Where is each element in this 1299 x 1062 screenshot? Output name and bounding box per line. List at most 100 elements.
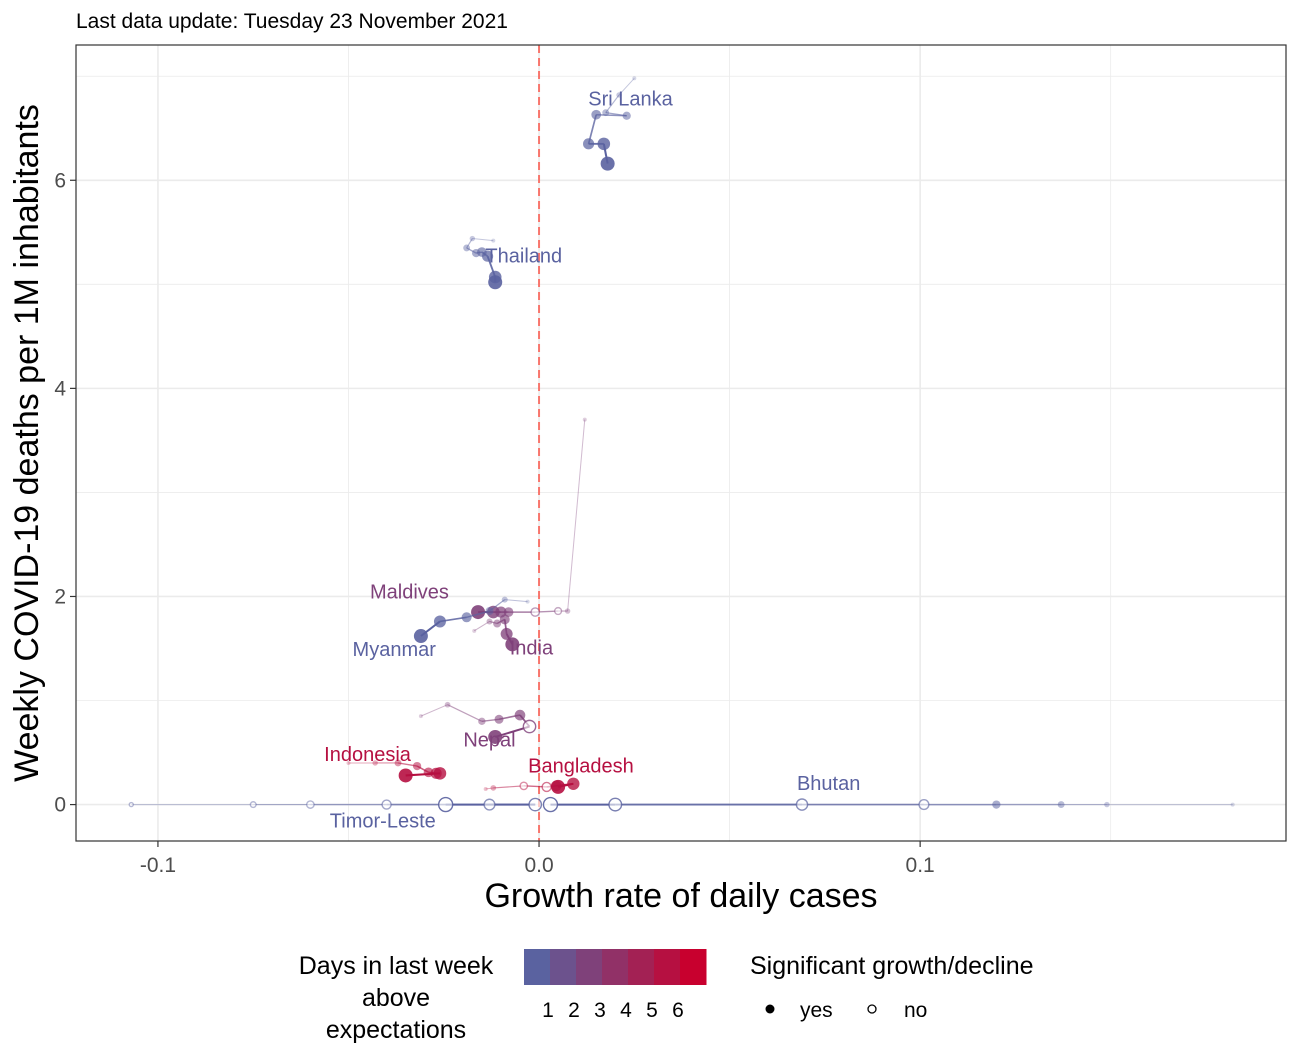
legend-color-swatch [550,949,577,985]
data-point-hollow [795,798,809,811]
data-point [398,768,413,783]
data-point-hollow [541,781,552,793]
series-label: Maldives [370,582,449,604]
data-point [1230,802,1235,807]
legend-days-above-expectations: Days in last week above expectations 1 2 3 4 5 6 [299,949,707,1044]
data-point [499,614,510,625]
legend-significance: Significant growth/decline yes no [750,952,1034,1022]
series-label: Thailand [485,245,562,267]
series-bangladesh [483,777,580,794]
y-axis: 0 2 4 6 [54,169,76,817]
data-point [1057,801,1065,809]
data-point [490,785,497,791]
data-point [514,709,526,721]
legend-shape-filled [765,1004,775,1014]
data-point [632,76,637,81]
data-point-hollow [306,800,315,809]
legend-shape-label: no [904,999,927,1022]
series-labels: Sri Lanka Thailand Maldives Myanmar India Nep… [324,88,860,832]
data-point [505,637,520,652]
series-segment [473,621,490,632]
data-point [483,786,488,791]
series-segment [466,238,473,249]
data-point-hollow [530,607,541,617]
y-tick-label: 2 [54,585,66,608]
series-segment [567,419,586,612]
legend-color-swatch [576,949,603,985]
data-point [583,138,595,150]
series-segment [605,94,620,113]
series-label: Bhutan [797,773,860,795]
data-point [433,615,446,628]
data-point [493,619,502,628]
data-point [488,275,503,290]
data-point [482,250,494,262]
legend-color-label: 1 [542,999,554,1022]
data-point [372,760,378,766]
series-nepal [418,701,537,744]
series-label: Sri Lanka [588,88,673,110]
data-point-hollow [483,798,496,811]
data-point [597,137,611,151]
data-point [602,109,610,117]
legend-color-label: 2 [568,999,580,1022]
legend-color-title-line: expectations [326,1016,466,1044]
legend-color-title-line: Days in last week [299,952,494,980]
data-point-hollow [249,801,257,809]
y-axis-title: Weekly COVID-19 deaths per 1M inhabitant… [8,104,46,782]
data-point [346,760,351,765]
data-point [469,235,476,242]
data-point-hollow [553,606,563,616]
data-point [1104,801,1110,808]
data-point-hollow [128,801,134,808]
x-tick-label: 0.0 [524,854,553,877]
data-point-hollow [542,796,559,813]
series-label: India [510,638,554,660]
legend-color-label: 3 [594,999,606,1022]
y-tick-label: 4 [54,377,66,400]
data-point [486,618,493,625]
series-segment [420,704,448,717]
series-india [472,614,520,652]
data-point [992,800,1001,809]
legend-color-swatch [628,949,655,985]
series-myanmar [413,596,530,644]
legend-color-swatch [654,949,681,985]
data-point [622,111,631,120]
y-tick-label: 6 [54,169,66,192]
data-point [551,779,566,794]
x-axis-title: Growth rate of daily cases [484,877,877,915]
legend-color-swatch [602,949,629,985]
data-point [478,717,486,726]
data-point-hollow [519,781,529,791]
legend-shape-hollow [867,1004,877,1014]
data-point [485,607,494,616]
data-point [525,599,530,604]
legend-shape-label: yes [800,999,833,1022]
grid-minor [76,45,1286,841]
data-point [582,417,587,422]
series-label: Timor-Leste [330,810,436,832]
data-point [488,729,503,744]
series-segment [485,787,494,790]
data-point [461,612,472,623]
series-layer [128,76,1235,813]
data-point-hollow [918,799,930,811]
data-point [567,777,580,790]
legend-color-swatch [680,949,707,985]
data-point [503,607,514,617]
series-label: Nepal [463,729,515,751]
series-thailand [463,235,503,290]
data-point [491,238,496,243]
plot-panel [76,45,1286,841]
series-segment [618,77,635,96]
legend-color-title-line: above [362,984,430,1012]
chart-subtitle: Last data update: Tuesday 23 November 20… [76,10,508,33]
series-segment [447,704,483,722]
data-point-hollow [437,796,454,813]
series-segment [504,599,528,603]
series-label: Indonesia [324,744,412,766]
plot-border [75,44,1287,842]
data-point-hollow [528,797,543,812]
